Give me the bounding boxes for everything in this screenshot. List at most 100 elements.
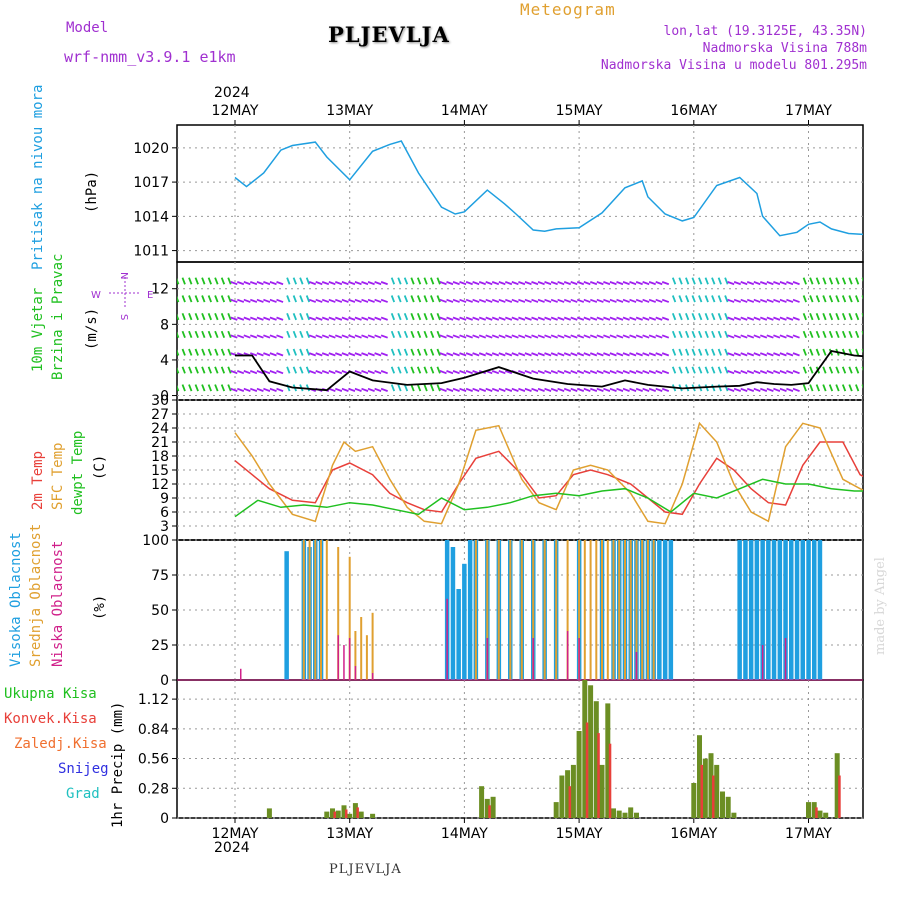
wind-barb (263, 387, 271, 392)
wind-barb (430, 330, 435, 339)
wind-barb (423, 330, 428, 339)
wind-barb (446, 316, 454, 321)
wind-barb (504, 352, 513, 357)
wind-barb (518, 387, 526, 392)
wind-barb (661, 298, 670, 303)
xtick-top-label: 17MAY (785, 103, 832, 119)
total-precip-bar (817, 810, 823, 818)
wind-barb (380, 334, 388, 339)
wind-barb (341, 334, 349, 339)
wind-barb (305, 330, 311, 339)
wind-barb (815, 348, 821, 356)
wind-barb (786, 334, 794, 339)
total-precip-bar (565, 770, 571, 818)
wind-barb (243, 316, 251, 321)
wind-barb (524, 298, 532, 303)
wind-barb (583, 298, 591, 303)
wind-barb (201, 295, 206, 303)
wind-barb (485, 298, 493, 303)
wind-barb (655, 316, 663, 321)
wind-barb (439, 370, 447, 375)
wind-barb (589, 352, 598, 357)
wind-barb (446, 281, 454, 286)
wind-barb (430, 312, 435, 321)
wind-barb (544, 370, 552, 375)
wind-barb (292, 366, 297, 374)
wind-barb (439, 387, 447, 392)
high-cloud-bar (806, 540, 811, 680)
wind-barb (753, 370, 761, 375)
wind-barb (169, 349, 172, 355)
wind-barb (648, 281, 657, 286)
wind-barb (746, 281, 755, 286)
ytick-label-temp: 3 (160, 519, 169, 535)
wind-barb (717, 348, 722, 356)
wind-barb (227, 366, 232, 374)
wind-barb (895, 349, 898, 355)
wind-barb (410, 295, 415, 303)
wind-barb (334, 370, 343, 375)
wind-barb (642, 370, 650, 375)
wind-barb (478, 316, 487, 321)
wind-barb (841, 312, 847, 321)
wind-barb (328, 334, 336, 339)
wind-barb (459, 281, 467, 286)
wind-barb (531, 370, 539, 375)
wind-barb (563, 298, 572, 303)
wind-barb (177, 349, 180, 356)
total-precip-bar (553, 802, 559, 818)
total-precip-bar (352, 803, 358, 818)
wind-barb (498, 352, 506, 357)
wind-barb (889, 349, 892, 355)
wind-barb (544, 387, 552, 392)
wind-barb (390, 348, 396, 356)
wind-barb (557, 316, 565, 321)
footer-city: PLJEVLJA (329, 862, 402, 877)
wind-barb (537, 316, 545, 321)
wind-barb (792, 334, 800, 339)
wind-barb (292, 330, 297, 339)
mid-cloud-bar (520, 540, 523, 680)
wind-barb (724, 348, 729, 356)
wind-barb (491, 352, 500, 357)
wind-barb (292, 295, 297, 303)
wind-barb (188, 366, 193, 374)
wind-barb (227, 384, 232, 392)
wind-barb (583, 370, 591, 375)
wind-barb (622, 298, 630, 303)
wind-barb (629, 298, 637, 303)
mid-cloud-bar (474, 540, 477, 680)
wind-barb (249, 387, 258, 392)
wind-barb (367, 334, 375, 339)
wind-barb (740, 298, 748, 303)
wind-barb (861, 330, 863, 336)
wind-barb (766, 298, 774, 303)
wind-barb (685, 312, 690, 321)
wind-barb (511, 387, 519, 392)
wind-barb (436, 348, 441, 356)
wind-barb (315, 334, 323, 339)
wind-barb (341, 387, 349, 392)
wind-barb (446, 387, 454, 392)
ytick-label-temp: 30 (151, 393, 169, 409)
wind-barb (207, 295, 212, 303)
wind-barb (822, 277, 827, 285)
wind-barb (557, 298, 565, 303)
mid-cloud-bar (543, 540, 546, 680)
wind-barb (367, 298, 375, 303)
wind-barb (194, 295, 199, 303)
wind-barb (207, 348, 212, 356)
low-cloud-bar (486, 638, 489, 680)
wind-barb (348, 316, 356, 321)
wind-barb (256, 352, 264, 357)
wind-barb (397, 295, 402, 303)
mid-cloud-bar (348, 556, 351, 680)
mid-cloud-bar (365, 635, 368, 680)
low-cloud-bar (532, 638, 534, 680)
ytick-label-precip: 0.28 (138, 781, 169, 797)
ytick-label-pressure: 1011 (133, 244, 169, 260)
wind-barb (286, 366, 291, 374)
wind-barb (201, 312, 206, 321)
wind-barb (786, 370, 794, 375)
wind-barb (733, 370, 742, 375)
